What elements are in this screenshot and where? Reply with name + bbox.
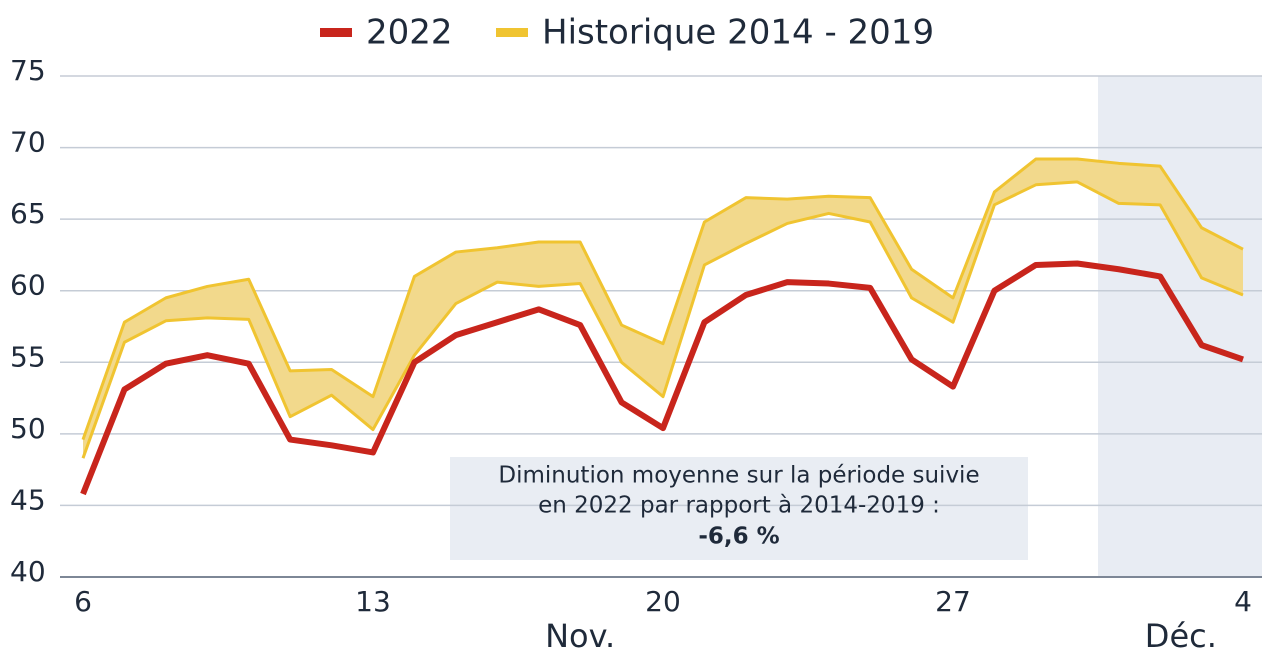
y-tick-label: 50	[10, 412, 46, 445]
x-tick-label: 6	[74, 585, 92, 618]
x-tick-label: 27	[935, 585, 971, 618]
annotation-text: Diminution moyenne sur la période suivie	[498, 463, 979, 489]
annotation-value: -6,6 %	[698, 524, 779, 550]
annotation-box	[450, 457, 1028, 560]
month-shade	[1098, 76, 1262, 577]
band-lower	[81, 180, 1244, 459]
y-tick-label: 60	[10, 269, 46, 302]
legend-swatch	[320, 28, 352, 37]
legend-label: 2022	[366, 13, 453, 53]
legend-swatch	[496, 28, 528, 37]
month-label: Nov.	[545, 617, 615, 655]
x-tick-label: 4	[1234, 585, 1252, 618]
y-tick-label: 55	[10, 340, 46, 373]
y-tick-label: 40	[10, 555, 46, 588]
band-upper	[81, 157, 1244, 441]
annotation-text: en 2022 par rapport à 2014-2019 :	[538, 493, 940, 519]
month-label: Déc.	[1145, 617, 1217, 655]
y-tick-label: 70	[10, 126, 46, 159]
band-area	[83, 159, 1243, 459]
y-tick-label: 45	[10, 483, 46, 516]
line	[80, 260, 1244, 496]
x-tick-label: 20	[645, 585, 681, 618]
y-tick-label: 65	[10, 197, 46, 230]
y-tick-label: 75	[10, 54, 46, 87]
x-tick-label: 13	[355, 585, 391, 618]
legend-label: Historique 2014 - 2019	[542, 13, 934, 53]
